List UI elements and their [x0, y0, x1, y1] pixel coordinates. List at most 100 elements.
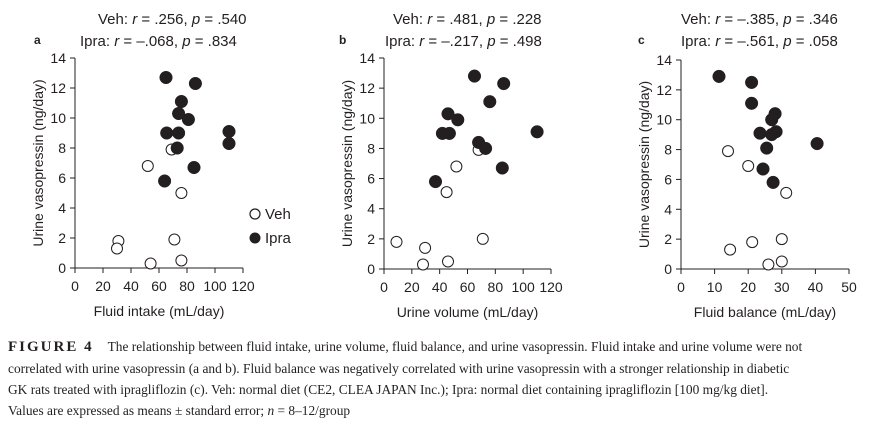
caption-line-2: correlated with urine vasopressin (a and…	[8, 361, 790, 376]
panel-label-a: a	[34, 33, 41, 47]
x-tick-label-c: 0	[677, 279, 685, 295]
y-tick-label-a: 0	[58, 260, 66, 276]
y-tick-label-b: 12	[359, 80, 375, 96]
point-ipra-a	[170, 141, 184, 155]
point-veh-c	[746, 236, 759, 249]
point-veh-a	[175, 187, 188, 199]
point-ipra-b	[530, 125, 544, 139]
y-tick-label-b: 2	[367, 231, 375, 247]
point-ipra-b	[483, 95, 497, 109]
point-veh-a	[111, 242, 123, 255]
y-tick-label-a: 6	[58, 170, 66, 186]
y-tick-label-b: 0	[367, 261, 375, 277]
figure-caption: FIGURE 4 The relationship between fluid i…	[8, 336, 880, 421]
x-tick-label-b: 60	[460, 279, 476, 295]
y-axis-label-c: Urine vasopressin (ng/day)	[636, 81, 652, 248]
point-veh-a	[168, 233, 181, 246]
point-ipra-c	[753, 126, 767, 140]
point-ipra-a	[181, 112, 195, 127]
y-tick-label-b: 4	[367, 201, 375, 217]
point-veh-c	[722, 145, 734, 158]
point-ipra-c	[745, 75, 759, 89]
point-veh-c	[775, 233, 788, 246]
x-tick-label-b: 120	[539, 279, 563, 295]
y-tick-label-c: 10	[656, 112, 672, 128]
y-tick-label-a: 2	[58, 230, 66, 246]
point-veh-b	[442, 255, 454, 268]
point-ipra-a	[172, 126, 186, 140]
x-tick-label-b: 100	[511, 279, 535, 295]
y-tick-label-a: 12	[50, 80, 66, 96]
point-ipra-b	[451, 113, 465, 127]
point-veh-c	[724, 243, 737, 256]
point-veh-b	[419, 241, 432, 254]
point-ipra-a	[174, 94, 188, 109]
legend-marker-veh	[249, 208, 261, 220]
point-ipra-c	[712, 69, 726, 83]
point-ipra-b	[467, 69, 482, 83]
y-axis-label-b: Urine vasopressin (ng/day)	[339, 80, 355, 247]
y-tick-label-b: 14	[359, 50, 375, 66]
point-ipra-a	[187, 160, 201, 175]
panel-a: a Veh: r = .256, p = .540 Ipra: r = –.06…	[30, 11, 292, 319]
x-tick-label-a: 120	[231, 278, 255, 294]
x-tick-label-a: 100	[203, 278, 227, 294]
x-axis-label-c: Fluid balance (mL/day)	[694, 304, 836, 320]
point-ipra-a	[222, 124, 236, 139]
stats-line-ipra-c: Ipra: r = –.561, p = .058	[681, 33, 838, 50]
point-ipra-c	[760, 141, 774, 155]
legend-label-veh: Veh	[265, 206, 291, 223]
x-tick-label-a: 60	[151, 278, 167, 294]
point-veh-a	[175, 254, 188, 267]
point-veh-b	[390, 235, 403, 248]
x-tick-label-b: 80	[488, 279, 504, 295]
y-tick-label-c: 2	[664, 231, 672, 247]
point-veh-b	[476, 232, 489, 245]
x-tick-label-a: 80	[179, 278, 195, 294]
x-tick-label-c: 10	[707, 279, 723, 295]
point-ipra-c	[765, 113, 779, 127]
stats-line-ipra-b: Ipra: r = –.217, p = .498	[385, 33, 542, 50]
legend-marker-ipra	[249, 232, 261, 244]
y-tick-label-b: 8	[367, 140, 375, 156]
point-ipra-b	[442, 126, 456, 140]
stats-line-veh-a: Veh: r = .256, p = .540	[98, 11, 247, 28]
y-tick-label-a: 4	[58, 200, 66, 216]
point-veh-c	[780, 186, 793, 199]
x-tick-label-a: 0	[71, 278, 79, 294]
point-ipra-a	[158, 174, 172, 188]
point-ipra-a	[222, 136, 236, 151]
caption-line-4: Values are expressed as means ± standard…	[8, 403, 351, 418]
panel-b: b Veh: r = .481, p = .228 Ipra: r = –.21…	[339, 11, 563, 320]
x-tick-label-c: 20	[740, 279, 756, 295]
y-tick-label-c: 14	[656, 52, 672, 68]
y-tick-label-c: 0	[664, 261, 672, 277]
caption-line-1: FIGURE 4 The relationship between fluid i…	[8, 339, 803, 355]
point-ipra-a	[160, 126, 174, 140]
panel-label-b: b	[339, 33, 346, 47]
point-veh-b	[450, 160, 463, 173]
x-tick-label-c: 40	[808, 279, 824, 295]
y-tick-label-a: 8	[58, 140, 66, 156]
panel-label-c: c	[638, 33, 645, 47]
x-tick-label-b: 20	[404, 279, 420, 295]
point-ipra-c	[756, 162, 770, 176]
stats-line-ipra-a: Ipra: r = –.068, p = .834	[80, 33, 237, 50]
y-tick-label-c: 8	[664, 142, 672, 158]
y-tick-label-c: 12	[656, 82, 672, 98]
y-tick-label-c: 4	[664, 201, 672, 217]
caption-line-3: GK rats treated with ipragliflozin (c). …	[8, 382, 769, 397]
stats-line-veh-c: Veh: r = –.385, p = .346	[681, 11, 838, 28]
point-ipra-b	[495, 161, 509, 175]
legend: Veh Ipra	[249, 206, 292, 247]
point-veh-a	[141, 160, 154, 172]
point-ipra-c	[745, 96, 759, 110]
y-tick-label-b: 6	[367, 171, 375, 187]
point-veh-b	[440, 186, 453, 199]
point-ipra-a	[172, 106, 186, 121]
point-ipra-c	[765, 128, 779, 142]
x-axis-label-b: Urine volume (mL/day)	[397, 304, 539, 320]
panel-c: c Veh: r = –.385, p = .346 Ipra: r = –.5…	[636, 11, 857, 320]
point-ipra-c	[810, 137, 824, 151]
x-tick-label-c: 50	[841, 279, 857, 295]
